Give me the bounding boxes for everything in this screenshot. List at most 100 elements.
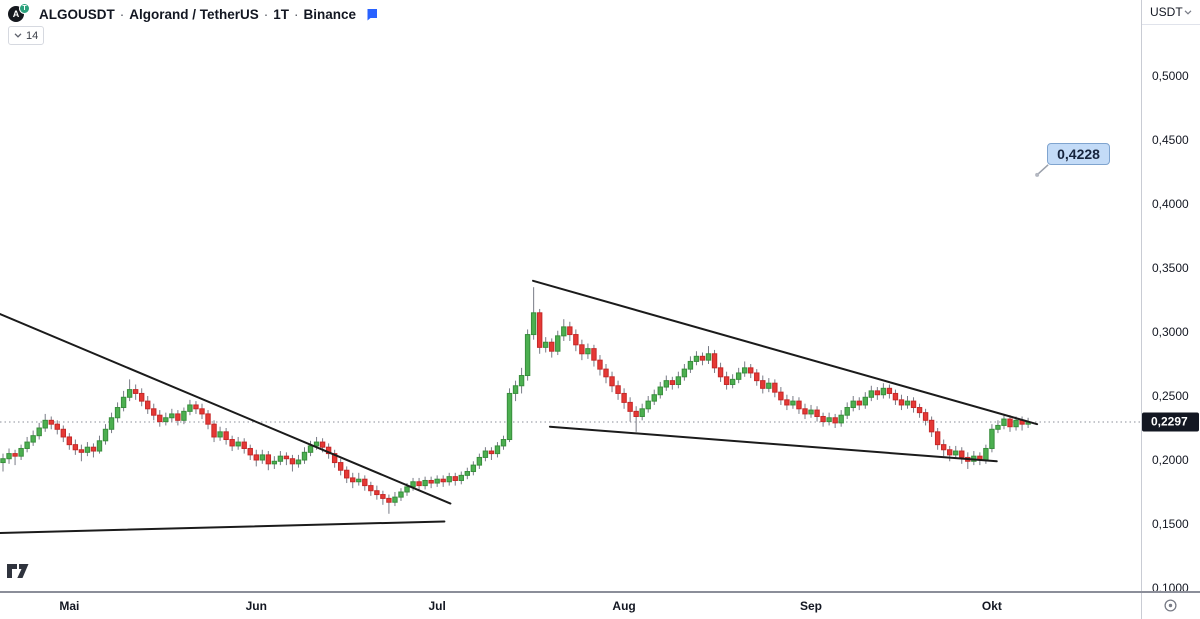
candle-up [458,474,464,481]
candle-up [506,392,513,441]
candle-up [235,441,241,447]
candle-down [241,441,247,449]
candle-down [78,449,85,453]
candle-down [748,367,754,374]
candle-down [386,497,392,503]
candle-up [114,407,121,419]
title-pair-name: Algorand / TetherUS [129,6,259,22]
candle-down [886,387,893,394]
trendline[interactable] [0,313,452,505]
trendline[interactable] [0,520,446,534]
candle-down [289,458,296,465]
candle-down [223,431,229,441]
price-callout[interactable]: 0,4228 [1047,142,1110,165]
axis-horizontal-separator [0,591,1200,593]
candle-down [362,478,368,487]
price-tick-label: 0,3500 [1152,261,1189,275]
candle-down [175,413,181,421]
candle-up [470,464,477,473]
candle-up [102,428,109,442]
candle-down [380,494,386,499]
candle-down [132,389,139,394]
candle-down [754,372,760,382]
chart-title[interactable]: ALGOUSDT · Algorand / TetherUS · 1T · Bi… [39,7,356,22]
candle-up [1013,419,1019,428]
candle-down [603,368,609,378]
candle-up [96,440,103,452]
candle-up [476,456,483,466]
candle-up [705,353,712,361]
candle-down [567,326,573,336]
candle-up [392,496,398,503]
candle-down [597,359,603,370]
candle-down [48,419,54,425]
time-axis[interactable]: Mai Jun Jul Aug Sep Okt [0,591,1200,619]
candle-up [953,450,959,456]
candle-down [723,376,730,385]
candle-up [295,459,302,465]
candle-up [126,389,133,398]
candle-up [313,441,320,447]
candle-down [947,449,953,456]
circle-dot-icon[interactable] [1163,598,1178,613]
candle-down [331,453,338,464]
price-tick-label: 0,4000 [1152,197,1189,211]
candle-down [1007,418,1013,428]
candle-down [283,455,290,460]
candle-down [211,423,217,438]
candle-down [874,390,881,396]
candle-down [892,392,899,401]
candle-down [669,380,676,385]
candle-down [711,353,718,369]
candle-up [446,476,452,483]
candle-down [609,376,615,387]
indicator-chip-value: 14 [26,29,39,42]
title-interval[interactable]: 1T [273,6,290,22]
chart-canvas[interactable] [0,0,1141,591]
title-exchange: Binance [303,6,357,22]
trendline[interactable] [532,279,1039,426]
currency-dropdown-button[interactable]: USDT [1141,0,1200,25]
title-symbol[interactable]: ALGOUSDT [39,6,115,22]
candle-down [591,348,597,361]
trendline[interactable] [548,425,998,463]
candle-up [543,341,549,348]
title-separator: · [263,6,269,22]
candle-up [187,404,193,412]
chevron-down-icon [14,33,22,38]
candle-up [108,417,115,430]
candle-up [356,478,362,483]
month-label: Jun [245,599,267,613]
candle-down [151,408,157,416]
flag-icon[interactable] [365,8,378,21]
candle-down [784,399,790,406]
indicator-chip[interactable]: 14 [8,26,45,45]
candle-down [549,341,555,352]
candle-down [145,400,151,410]
candle-up [657,386,663,396]
candle-down [916,407,923,414]
month-label: Sep [800,599,823,613]
price-tick-label: 0,2500 [1152,389,1189,403]
candle-up [120,396,127,409]
candle-up [790,400,796,406]
chart-pane[interactable] [0,0,1141,591]
price-axis[interactable]: USDT 0,5000 0,4500 0,4000 0,3500 0,3000 0,250… [1141,0,1200,595]
candle-down [814,409,820,417]
candle-down [428,479,434,484]
tradingview-logo[interactable] [7,564,30,584]
candle-down [536,312,543,348]
candle-down [922,412,929,421]
candle-up [0,458,6,464]
candle-up [42,419,48,429]
price-tick-label: 0,1500 [1152,517,1189,531]
candle-down [60,428,66,438]
symbol-logo: A T [8,3,32,23]
candle-up [84,446,91,453]
candle-up [30,435,36,443]
candle-down [959,450,965,458]
candle-up [904,400,911,406]
candle-up [826,417,832,423]
tether-badge-icon: T [19,3,30,14]
